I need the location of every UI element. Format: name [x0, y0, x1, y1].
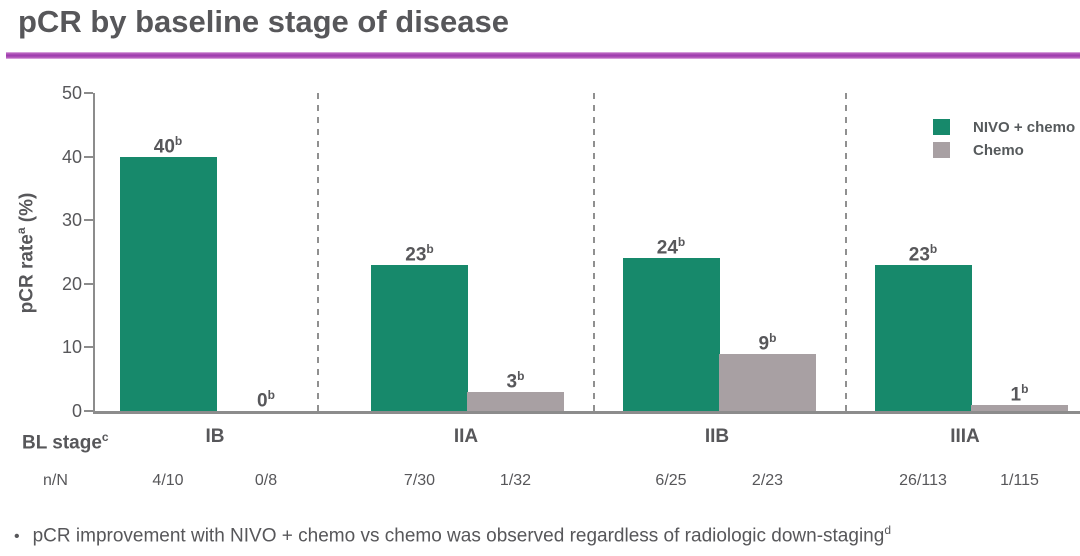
- stage-label-IIIA: IIIA: [950, 426, 980, 447]
- bar-chemo-IIA: [467, 391, 564, 411]
- nn-value-chemo-IIIA: 1/115: [1000, 472, 1039, 489]
- value-label-nivo-IIA: 23b: [405, 241, 434, 266]
- bar-nivo-IIB: [622, 258, 720, 411]
- footnote-sup: d: [884, 523, 891, 537]
- legend-item: NIVO + chemo: [933, 118, 1076, 136]
- value-label-nivo-IIB: 24b: [656, 235, 686, 259]
- y-tick-label: 20: [61, 273, 82, 294]
- bar-nivo-IIIA: [874, 264, 972, 411]
- group-divider: [593, 93, 595, 411]
- bl-stage-row-label: BL stagec: [22, 426, 109, 454]
- stage-label-IIA: IIA: [453, 426, 479, 447]
- nn-value-chemo-IIA: 1/32: [499, 472, 532, 489]
- legend: NIVO + chemo Chemo: [933, 118, 1076, 159]
- legend-label: Chemo: [973, 141, 1024, 159]
- bullet-icon: •: [14, 528, 20, 546]
- bar-nivo-IB: [119, 156, 217, 411]
- y-tick-label: 30: [61, 210, 82, 231]
- nn-value-chemo-IB: 0/8: [254, 472, 278, 489]
- y-tick-label: 40: [61, 146, 82, 167]
- y-tick: [84, 346, 93, 349]
- y-tick-label: 0: [71, 401, 82, 421]
- footnote-text-body: pCR improvement with NIVO + chemo vs che…: [32, 525, 885, 547]
- value-label-chemo-IB: 0b: [257, 388, 275, 412]
- page-title: pCR by baseline stage of disease: [18, 4, 510, 39]
- y-tick: [84, 155, 93, 158]
- legend-swatch-icon: [933, 142, 950, 158]
- stage-label-IIB: IIB: [704, 426, 730, 447]
- nn-value-chemo-IIB: 2/23: [751, 472, 784, 489]
- x-axis-line: [93, 411, 1080, 414]
- bar-chemo-IIB: [719, 353, 816, 411]
- title-underline: [6, 52, 1080, 59]
- nn-value-nivo-IIA: 7/30: [403, 472, 436, 489]
- nn-value-nivo-IB: 4/10: [152, 472, 184, 489]
- y-tick: [84, 92, 93, 94]
- y-tick: [84, 282, 93, 285]
- y-tick-label: 10: [61, 337, 82, 358]
- value-label-chemo-IIA: 3b: [506, 368, 525, 393]
- y-tick: [84, 219, 93, 222]
- value-label-nivo-IIIA: 23b: [908, 241, 938, 266]
- nn-value-nivo-IIB: 6/25: [655, 472, 687, 489]
- y-tick-label: 50: [61, 83, 82, 103]
- legend-item: Chemo: [933, 141, 1075, 159]
- y-tick: [84, 410, 93, 412]
- footnote-text: pCR improvement with NIVO + chemo vs che…: [33, 523, 891, 547]
- y-axis-line: [93, 93, 95, 413]
- group-divider: [845, 93, 847, 411]
- group-divider: [317, 93, 319, 411]
- legend-label: NIVO + chemo: [973, 118, 1076, 136]
- bar-chemo-IIIA: [971, 404, 1068, 411]
- value-label-nivo-IB: 40b: [153, 133, 183, 157]
- bar-nivo-IIA: [371, 264, 468, 411]
- nn-row-label: n/N: [43, 472, 68, 489]
- legend-swatch-icon: [933, 119, 950, 135]
- value-label-chemo-IIIA: 1b: [1010, 381, 1029, 405]
- footnote: • pCR improvement with NIVO + chemo vs ch…: [14, 523, 891, 547]
- stage-label-IB: IB: [205, 426, 225, 447]
- bl-stage-row-label-sup: c: [101, 430, 109, 444]
- value-label-chemo-IIB: 9b: [758, 330, 777, 355]
- bl-stage-row-label-text: BL stage: [22, 432, 102, 454]
- nn-value-nivo-IIIA: 26/113: [899, 472, 947, 489]
